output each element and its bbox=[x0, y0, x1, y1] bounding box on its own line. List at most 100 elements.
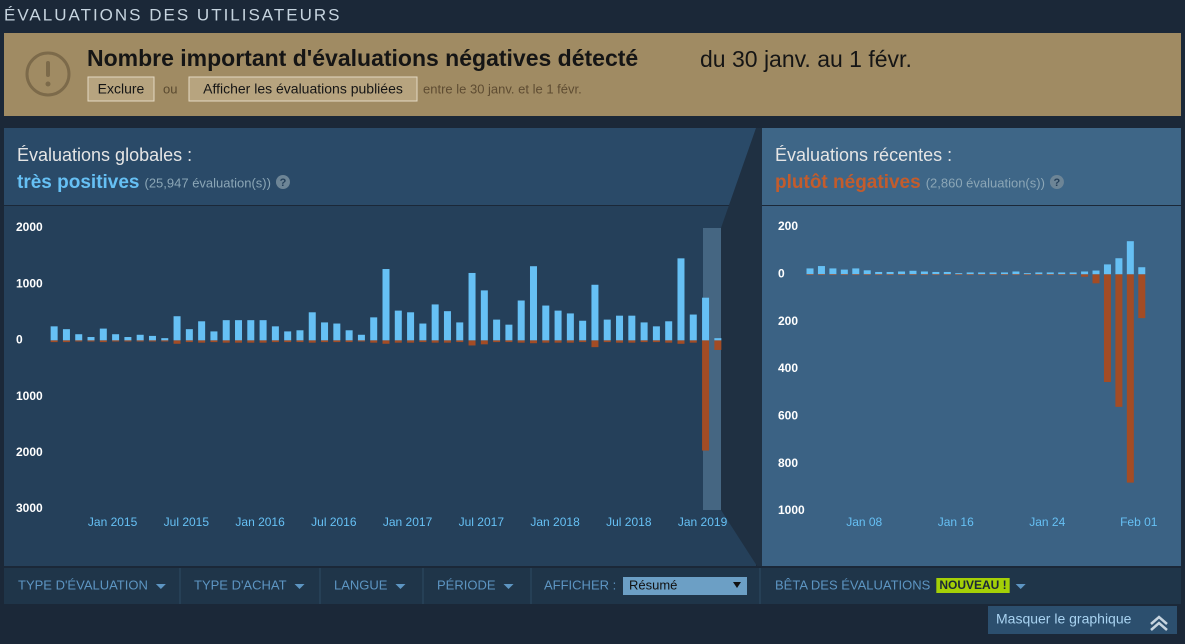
exclude-button[interactable] bbox=[87, 76, 155, 102]
bar bbox=[480, 290, 488, 341]
bar bbox=[321, 340, 329, 343]
hide-button-label[interactable]: Masquer le graphique bbox=[996, 611, 1132, 627]
bar bbox=[271, 340, 279, 343]
x-tick-label: Jan 2019 bbox=[678, 515, 728, 529]
bar bbox=[271, 326, 279, 341]
bar bbox=[136, 340, 144, 342]
bar bbox=[161, 340, 169, 342]
bar bbox=[1012, 274, 1020, 276]
bar bbox=[840, 274, 848, 276]
bar bbox=[978, 272, 986, 275]
bar bbox=[616, 340, 624, 343]
y-tick-label: 2000 bbox=[16, 445, 43, 459]
bar bbox=[235, 340, 243, 343]
dropdown-arrow bbox=[395, 584, 406, 589]
y-tick-label: 2000 bbox=[16, 220, 43, 234]
select-value[interactable]: Résumé bbox=[629, 577, 677, 592]
review-count: (2,860 évaluation(s)) bbox=[926, 175, 1045, 190]
bar bbox=[652, 326, 660, 341]
bar bbox=[235, 320, 243, 341]
bar bbox=[909, 274, 917, 276]
bar bbox=[296, 330, 304, 341]
alert-icon bbox=[25, 51, 71, 97]
bar bbox=[932, 271, 940, 275]
bar bbox=[222, 320, 230, 341]
bar bbox=[1058, 272, 1066, 275]
bar bbox=[898, 271, 906, 275]
x-tick-label: Jan 2016 bbox=[235, 515, 285, 529]
bar bbox=[898, 274, 906, 276]
bar bbox=[493, 340, 501, 343]
help-icon-label[interactable]: ? bbox=[1054, 177, 1061, 189]
rating: plutôt négatives bbox=[775, 172, 921, 193]
show-button-label[interactable]: Afficher les évaluations publiées bbox=[203, 81, 403, 97]
help-icon-label[interactable]: ? bbox=[280, 177, 287, 189]
dropdown-arrow bbox=[294, 584, 305, 589]
select-box[interactable] bbox=[623, 577, 747, 595]
bar bbox=[75, 334, 83, 341]
help-icon[interactable] bbox=[1049, 175, 1064, 189]
bar bbox=[875, 271, 883, 275]
bar bbox=[443, 311, 451, 341]
bar bbox=[628, 340, 636, 343]
show-button[interactable] bbox=[188, 76, 418, 102]
bar bbox=[210, 331, 218, 341]
bar bbox=[1126, 241, 1134, 275]
bar bbox=[1103, 264, 1111, 275]
filter-label[interactable]: PÉRIODE bbox=[437, 577, 496, 592]
x-tick-label: Jul 2017 bbox=[459, 515, 505, 529]
alert-box bbox=[4, 33, 1181, 116]
filter-label[interactable]: TYPE D'ACHAT bbox=[194, 577, 287, 592]
bar bbox=[1001, 274, 1008, 276]
bar bbox=[886, 271, 894, 275]
bar bbox=[284, 340, 292, 343]
filter-label[interactable]: TYPE D'ÉVALUATION bbox=[18, 577, 148, 592]
x-tick-label: Jan 2017 bbox=[383, 515, 433, 529]
y-tick-label: 1000 bbox=[16, 276, 43, 290]
bar bbox=[817, 266, 825, 275]
filter-label[interactable]: LANGUE bbox=[334, 577, 388, 592]
bar bbox=[50, 340, 58, 343]
bar bbox=[419, 340, 427, 343]
bar bbox=[161, 338, 169, 341]
bar bbox=[259, 320, 267, 341]
bar bbox=[829, 274, 837, 276]
x-tick-label: Jan 24 bbox=[1029, 515, 1065, 529]
bar bbox=[99, 328, 107, 341]
bar bbox=[702, 340, 710, 451]
bar bbox=[259, 340, 267, 343]
section-title: ÉVALUATIONS DES UTILISATEURS bbox=[4, 5, 342, 24]
bar bbox=[840, 269, 848, 275]
panel-title: Évaluations récentes : bbox=[775, 145, 952, 165]
bar bbox=[554, 340, 562, 343]
panel-header bbox=[4, 128, 756, 205]
bar bbox=[443, 340, 451, 343]
bar bbox=[875, 274, 883, 276]
x-tick-label: Jan 2015 bbox=[88, 515, 138, 529]
exclude-button-label[interactable]: Exclure bbox=[98, 81, 145, 97]
bar bbox=[529, 266, 537, 341]
panel-header bbox=[762, 128, 1181, 205]
bar bbox=[124, 337, 132, 341]
bar bbox=[1058, 274, 1066, 276]
hide-button[interactable] bbox=[988, 606, 1177, 634]
bar bbox=[714, 340, 722, 350]
chart-area bbox=[762, 206, 1181, 566]
help-icon[interactable] bbox=[275, 175, 290, 189]
y-tick-label: 200 bbox=[778, 314, 798, 328]
bar bbox=[1069, 274, 1077, 276]
bar bbox=[1035, 272, 1043, 275]
alert-date: du 30 janv. au 1 févr. bbox=[700, 46, 912, 72]
new-badge bbox=[936, 578, 1010, 593]
y-tick-label: 0 bbox=[16, 333, 23, 347]
bar bbox=[456, 322, 464, 341]
bar bbox=[932, 274, 940, 276]
bar bbox=[542, 305, 550, 341]
bar bbox=[333, 340, 341, 343]
bar bbox=[112, 334, 120, 341]
bar bbox=[198, 321, 206, 341]
y-tick-label: 400 bbox=[778, 361, 798, 375]
filter-label[interactable]: BÊTA DES ÉVALUATIONS bbox=[775, 577, 931, 592]
bar bbox=[345, 330, 353, 341]
